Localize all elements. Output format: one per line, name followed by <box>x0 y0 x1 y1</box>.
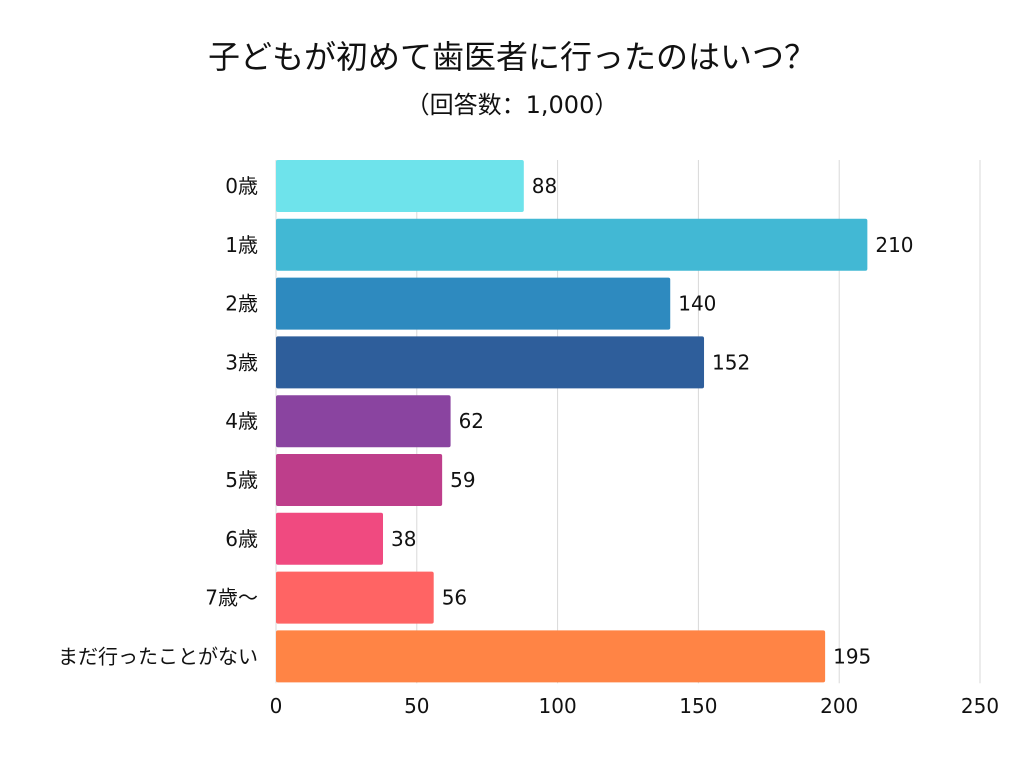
category-label-6: 6歳 <box>225 527 258 551</box>
value-label-2: 140 <box>678 292 716 316</box>
bar-0 <box>276 160 524 212</box>
value-label-1: 210 <box>875 233 913 257</box>
bar-6 <box>276 512 384 565</box>
category-label-2: 2歳 <box>225 292 258 316</box>
bar-3 <box>276 336 705 389</box>
chart-title: 子どもが初めて歯医者に行ったのはいつ？ <box>208 38 816 76</box>
tick-layer: 0 50 100 150 200 250 <box>270 694 999 718</box>
x-tick-label-0: 0 <box>270 694 283 718</box>
bar-1 <box>276 218 868 271</box>
x-tick-label-200: 200 <box>820 694 858 718</box>
bar-2 <box>276 277 671 330</box>
bar-4 <box>276 395 451 448</box>
category-label-7: 7歳〜 <box>205 586 258 610</box>
value-label-6: 38 <box>391 527 416 551</box>
bar-layer <box>276 160 868 683</box>
category-label-1: 1歳 <box>225 233 258 257</box>
value-label-3: 152 <box>712 350 750 374</box>
x-tick-label-50: 50 <box>404 694 429 718</box>
category-label-0: 0歳 <box>225 174 258 198</box>
x-tick-label-150: 150 <box>679 694 717 718</box>
value-label-7: 56 <box>442 586 467 610</box>
label-layer: 0歳 88 1歳 210 2歳 140 3歳 152 4歳 62 5歳 59 6歳 38 7歳〜 56 まだ行っ… <box>58 174 914 668</box>
value-label-0: 88 <box>532 174 557 198</box>
value-label-5: 59 <box>450 468 475 492</box>
value-label-4: 62 <box>459 409 484 433</box>
value-label-8: 195 <box>833 644 871 668</box>
bar-5 <box>276 454 443 506</box>
category-label-5: 5歳 <box>225 468 258 492</box>
chart-subtitle: （回答数：1,000） <box>406 91 619 119</box>
category-label-3: 3歳 <box>225 350 258 374</box>
x-tick-label-100: 100 <box>539 694 577 718</box>
bar-8 <box>276 630 826 683</box>
category-label-8: まだ行ったことがない <box>58 644 258 668</box>
category-label-4: 4歳 <box>225 409 258 433</box>
x-tick-label-250: 250 <box>961 694 999 718</box>
bar-7 <box>276 571 434 624</box>
